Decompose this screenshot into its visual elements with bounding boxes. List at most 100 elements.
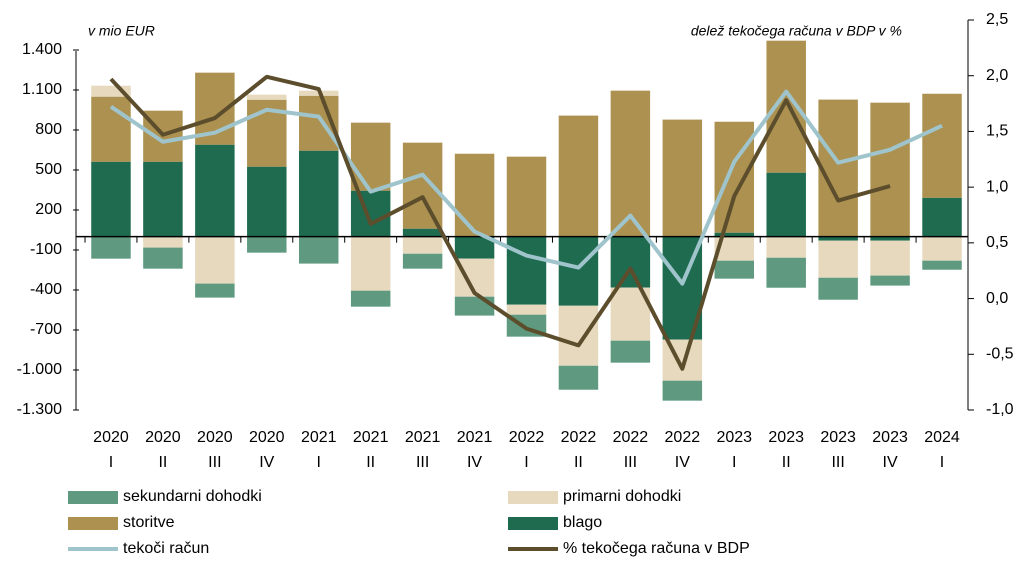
line xyxy=(109,74,891,371)
bar xyxy=(558,365,599,390)
legend-label: % tekočega računa v BDP xyxy=(563,540,750,557)
y2-tick-label: 0,5 xyxy=(986,234,1008,251)
bar xyxy=(610,90,651,237)
bar xyxy=(662,380,703,401)
bar xyxy=(766,172,806,237)
bar xyxy=(350,190,391,237)
bar xyxy=(506,304,547,315)
legend-swatch xyxy=(68,491,118,504)
legend-label: tekoči račun xyxy=(123,540,209,557)
x-tick-label: I xyxy=(109,454,113,471)
line xyxy=(109,89,943,286)
bar xyxy=(766,40,806,173)
y-tick-label: 1.400 xyxy=(22,41,62,58)
x-tick-label: III xyxy=(416,454,429,471)
bar xyxy=(454,153,495,237)
bar xyxy=(91,85,131,97)
x-tick-label: 2020 xyxy=(249,429,285,446)
x-tick-label: I xyxy=(732,454,736,471)
left-axis-unit: v mio EUR xyxy=(88,23,155,39)
legend-label: blago xyxy=(563,514,602,531)
bar xyxy=(247,94,287,100)
x-tick-label: I xyxy=(940,454,944,471)
y2-tick-label: -0,5 xyxy=(986,346,1014,363)
bar xyxy=(143,247,183,269)
bar xyxy=(402,228,443,237)
bar xyxy=(91,96,131,162)
legend-label: storitve xyxy=(123,514,175,531)
x-tick-label: 2021 xyxy=(301,429,337,446)
bar xyxy=(922,260,962,270)
legend-label: sekundarni dohodki xyxy=(123,488,262,505)
right-axis-unit: delež tekočega računa v BDP v % xyxy=(691,23,902,39)
x-tick-label: II xyxy=(158,454,167,471)
x-tick-label: 2020 xyxy=(145,429,181,446)
x-tick-label: 2021 xyxy=(457,429,493,446)
bar xyxy=(143,161,183,237)
x-tick-label: III xyxy=(208,454,221,471)
bar xyxy=(506,236,547,305)
x-tick-label: 2021 xyxy=(353,429,389,446)
bar xyxy=(454,296,495,316)
x-tick-label: 2022 xyxy=(613,429,649,446)
bar xyxy=(766,257,806,288)
bar xyxy=(143,236,183,248)
bar xyxy=(714,232,755,237)
y2-tick-label: 1,0 xyxy=(986,178,1008,195)
y2-tick-label: 0,0 xyxy=(986,290,1008,307)
x-tick-label: II xyxy=(366,454,375,471)
bar xyxy=(766,236,806,258)
bar xyxy=(350,236,391,291)
x-tick-label: II xyxy=(574,454,583,471)
legend-swatch xyxy=(68,517,118,530)
bar xyxy=(506,156,547,237)
bar xyxy=(195,144,235,237)
y-tick-label: -400 xyxy=(30,281,62,298)
y-tick-label: -700 xyxy=(30,321,62,338)
bar xyxy=(818,99,858,237)
y2-tick-label: 1,5 xyxy=(986,123,1008,140)
x-tick-label: I xyxy=(524,454,528,471)
bar xyxy=(922,197,962,237)
y2-tick-label: 2,0 xyxy=(986,67,1008,84)
legend-swatch xyxy=(508,491,558,504)
x-tick-label: IV xyxy=(467,454,482,471)
bar xyxy=(714,121,755,233)
bar xyxy=(610,236,651,288)
y-tick-label: -1.000 xyxy=(17,361,62,378)
x-tick-label: 2023 xyxy=(716,429,752,446)
bar xyxy=(298,236,339,264)
bar xyxy=(662,119,703,237)
x-tick-label: II xyxy=(782,454,791,471)
bar xyxy=(558,236,599,306)
x-tick-label: 2023 xyxy=(820,429,856,446)
x-tick-label: 2021 xyxy=(405,429,441,446)
bar xyxy=(922,93,962,198)
bar xyxy=(922,236,962,261)
x-tick-label: IV xyxy=(883,454,898,471)
x-tick-label: III xyxy=(831,454,844,471)
bar xyxy=(870,275,910,286)
bar xyxy=(454,236,495,259)
bar xyxy=(350,290,391,307)
bar xyxy=(402,253,443,269)
bar xyxy=(402,236,443,254)
x-tick-label: 2022 xyxy=(561,429,597,446)
x-tick-label: III xyxy=(624,454,637,471)
y-tick-label: -1.300 xyxy=(17,401,62,418)
bar xyxy=(870,240,910,276)
bar xyxy=(818,236,858,241)
x-tick-label: 2023 xyxy=(768,429,804,446)
x-tick-label: 2024 xyxy=(924,429,960,446)
bar xyxy=(402,142,443,229)
y-tick-label: 1.100 xyxy=(22,81,62,98)
bar xyxy=(610,340,651,363)
bar xyxy=(818,240,858,278)
bar xyxy=(195,236,235,284)
legend-label: primarni dohodki xyxy=(563,488,681,505)
bar xyxy=(818,277,858,300)
bar xyxy=(558,115,599,237)
y-tick-label: 800 xyxy=(35,121,62,138)
x-tick-label: IV xyxy=(675,454,690,471)
